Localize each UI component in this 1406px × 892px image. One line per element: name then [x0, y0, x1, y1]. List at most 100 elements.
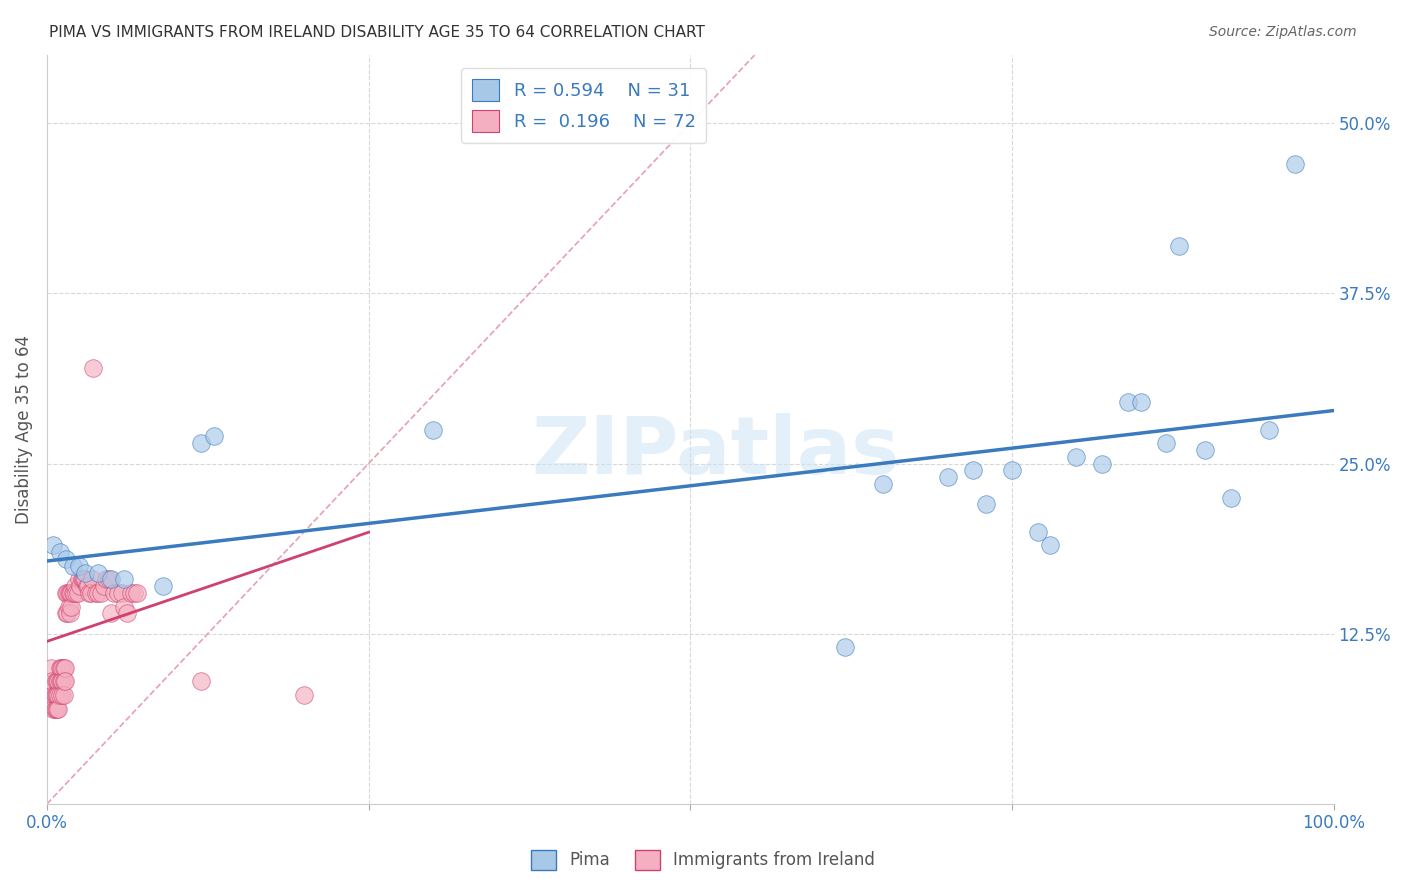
- Point: [59, 607, 82, 621]
- Point: [52, 688, 75, 702]
- Point: [84, 586, 107, 600]
- Point: [77, 579, 100, 593]
- Point: [65, 586, 87, 600]
- Point: [58, 599, 80, 614]
- Point: [42, 701, 65, 715]
- Point: [190, 436, 212, 450]
- Point: [125, 586, 148, 600]
- Point: [63, 579, 86, 593]
- Point: [49, 661, 72, 675]
- Point: [1154, 436, 1177, 450]
- Legend: Pima, Immigrants from Ireland: Pima, Immigrants from Ireland: [524, 843, 882, 877]
- Point: [55, 552, 77, 566]
- Point: [67, 558, 90, 573]
- Point: [41, 674, 63, 689]
- Point: [103, 586, 125, 600]
- Point: [120, 586, 142, 600]
- Point: [51, 688, 73, 702]
- Point: [1064, 450, 1087, 464]
- Point: [48, 674, 70, 689]
- Point: [44, 688, 66, 702]
- Point: [1091, 457, 1114, 471]
- Point: [112, 599, 135, 614]
- Point: [63, 586, 86, 600]
- Point: [974, 498, 997, 512]
- Text: ZIPatlas: ZIPatlas: [531, 413, 900, 491]
- Point: [52, 661, 75, 675]
- Point: [45, 688, 67, 702]
- Point: [80, 572, 103, 586]
- Point: [87, 566, 110, 580]
- Point: [44, 701, 66, 715]
- Point: [87, 586, 110, 600]
- Point: [49, 688, 72, 702]
- Point: [112, 572, 135, 586]
- Point: [66, 586, 89, 600]
- Point: [100, 572, 122, 586]
- Point: [73, 572, 96, 586]
- Point: [55, 586, 77, 600]
- Point: [107, 586, 129, 600]
- Point: [49, 674, 72, 689]
- Point: [45, 701, 67, 715]
- Point: [90, 586, 112, 600]
- Point: [1026, 524, 1049, 539]
- Point: [1129, 395, 1152, 409]
- Point: [1168, 239, 1191, 253]
- Text: PIMA VS IMMIGRANTS FROM IRELAND DISABILITY AGE 35 TO 64 CORRELATION CHART: PIMA VS IMMIGRANTS FROM IRELAND DISABILI…: [49, 25, 704, 40]
- Point: [1219, 491, 1241, 505]
- Point: [56, 586, 79, 600]
- Point: [100, 607, 122, 621]
- Point: [67, 572, 90, 586]
- Point: [62, 586, 84, 600]
- Point: [82, 361, 104, 376]
- Point: [69, 579, 91, 593]
- Point: [53, 661, 76, 675]
- Point: [152, 579, 174, 593]
- Point: [52, 674, 75, 689]
- Point: [51, 674, 73, 689]
- Point: [190, 674, 212, 689]
- Point: [55, 607, 77, 621]
- Point: [60, 586, 83, 600]
- Point: [46, 701, 69, 715]
- Point: [93, 579, 115, 593]
- Point: [124, 586, 146, 600]
- Point: [1194, 442, 1216, 457]
- Point: [110, 586, 132, 600]
- Point: [51, 661, 73, 675]
- Point: [1116, 395, 1139, 409]
- Point: [60, 599, 83, 614]
- Point: [46, 674, 69, 689]
- Point: [58, 586, 80, 600]
- Point: [75, 566, 97, 580]
- Point: [202, 429, 225, 443]
- Legend: R = 0.594    N = 31, R =  0.196    N = 72: R = 0.594 N = 31, R = 0.196 N = 72: [461, 68, 706, 143]
- Point: [42, 688, 65, 702]
- Point: [49, 545, 72, 559]
- Point: [70, 572, 93, 586]
- Point: [962, 463, 984, 477]
- Point: [1001, 463, 1024, 477]
- Point: [834, 640, 856, 655]
- Point: [46, 688, 69, 702]
- Point: [49, 661, 72, 675]
- Point: [872, 477, 894, 491]
- Point: [97, 572, 120, 586]
- Point: [292, 688, 315, 702]
- Point: [79, 586, 101, 600]
- Point: [936, 470, 959, 484]
- Point: [39, 661, 62, 675]
- Y-axis label: Disability Age 35 to 64: Disability Age 35 to 64: [15, 335, 32, 524]
- Point: [1284, 157, 1306, 171]
- Point: [45, 674, 67, 689]
- Point: [48, 701, 70, 715]
- Point: [53, 674, 76, 689]
- Point: [76, 579, 98, 593]
- Point: [62, 558, 84, 573]
- Point: [422, 423, 444, 437]
- Point: [1258, 423, 1281, 437]
- Text: Source: ZipAtlas.com: Source: ZipAtlas.com: [1209, 25, 1357, 39]
- Point: [72, 572, 94, 586]
- Point: [56, 607, 79, 621]
